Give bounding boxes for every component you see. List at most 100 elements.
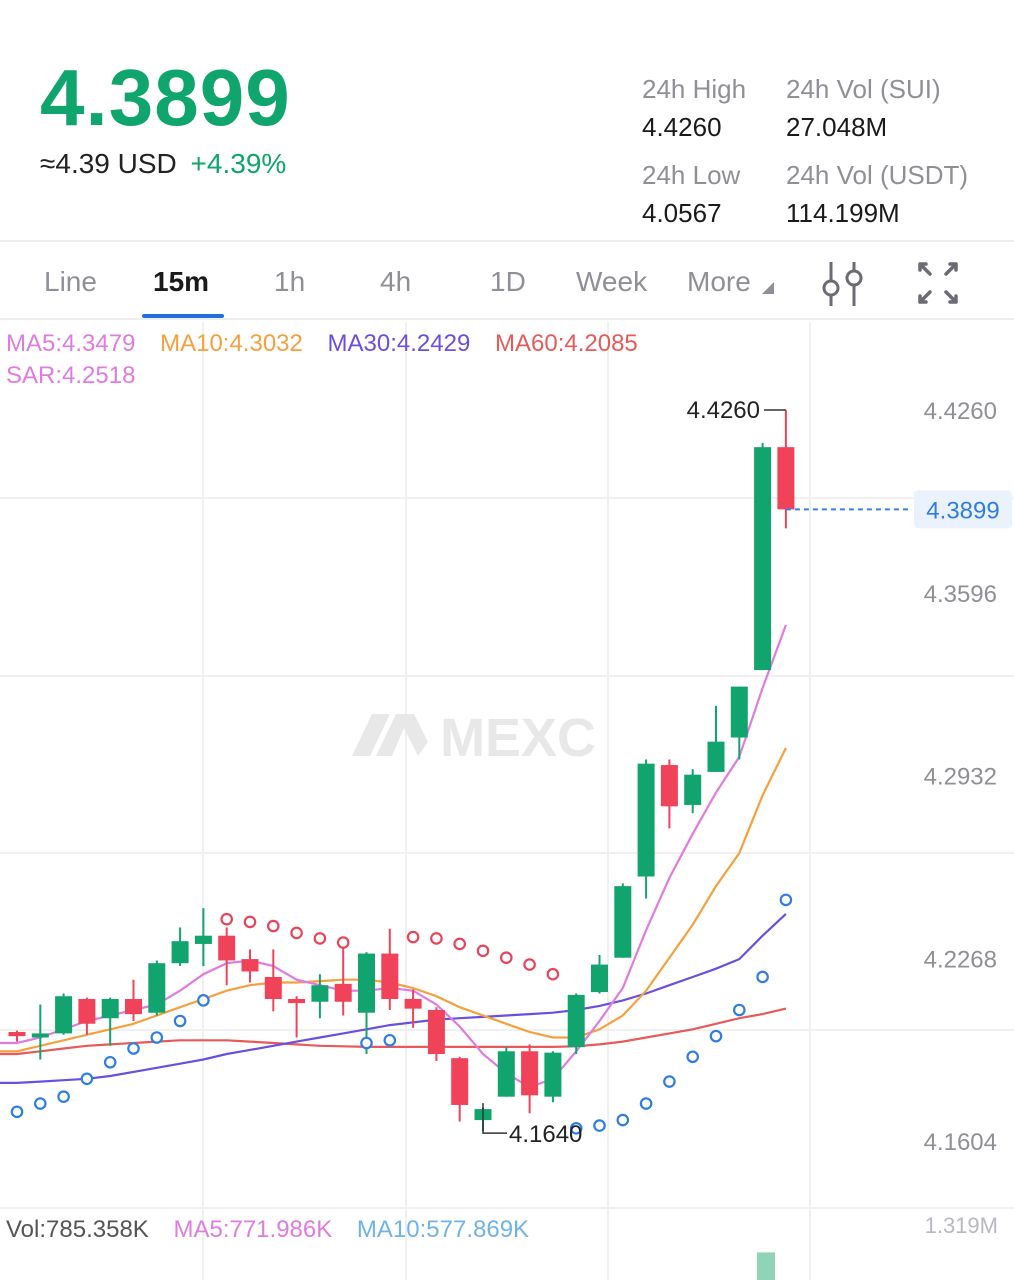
- candle-body: [451, 1058, 469, 1105]
- candle-body: [730, 686, 748, 738]
- candle-body: [427, 1009, 445, 1055]
- candle-body: [218, 935, 236, 961]
- sar-dot: [336, 936, 350, 949]
- candle-up: [754, 443, 772, 671]
- candle-down: [8, 1030, 26, 1042]
- candle-body: [637, 763, 655, 877]
- sar-dot: [197, 994, 210, 1007]
- current-price-label: 4.3899: [926, 497, 999, 524]
- sar-dot: [313, 932, 327, 945]
- ma30-line: [0, 913, 787, 1085]
- candle-down: [288, 996, 306, 1038]
- tab-line[interactable]: Line: [44, 266, 97, 297]
- candle-body: [78, 998, 96, 1024]
- tab-more[interactable]: More: [687, 266, 775, 298]
- candle-body: [194, 935, 212, 944]
- volume-ma5-label: MA5:771.986K: [173, 1216, 333, 1243]
- sar-dot: [57, 1090, 70, 1103]
- sar-dot: [756, 970, 769, 984]
- low-marker-line: [482, 1103, 507, 1134]
- tab-1h[interactable]: 1h: [274, 266, 306, 297]
- tab-1d[interactable]: 1D: [490, 266, 526, 297]
- ma60-label: MA60:4.2085: [495, 330, 638, 357]
- candle-body: [241, 959, 259, 972]
- candle-body: [404, 998, 422, 1009]
- candle-body: [777, 447, 795, 510]
- tabs-divider: [0, 318, 1014, 320]
- candle-up: [171, 927, 189, 966]
- candle-down: [125, 979, 142, 1022]
- last-price: 4.3899: [40, 53, 291, 142]
- candle-body: [171, 941, 189, 964]
- sar-dot: [127, 1042, 140, 1055]
- candle-up: [707, 705, 725, 772]
- sar-dot: [103, 1055, 117, 1069]
- candle-up: [497, 1047, 515, 1097]
- sar-dot: [663, 1075, 676, 1088]
- high-24h-value: 4.4260: [642, 112, 722, 142]
- low-24h-value: 4.0567: [642, 198, 722, 228]
- candle-down: [264, 949, 282, 1012]
- ma60-line: [0, 1007, 787, 1056]
- sar-label: SAR:4.2518: [6, 362, 136, 389]
- volume-label: Vol:785.358K: [6, 1216, 149, 1243]
- change-percent: +4.39%: [190, 148, 287, 179]
- tab-week[interactable]: Week: [576, 266, 648, 297]
- price-usd-line: ≈4.39 USD +4.39%: [40, 148, 286, 180]
- sar-dot: [150, 1031, 164, 1044]
- high-24h-label: 24h High: [642, 74, 747, 104]
- candle-up: [148, 960, 166, 1016]
- candle-up: [591, 954, 608, 994]
- tab-4h[interactable]: 4h: [380, 266, 412, 297]
- sar-dot: [243, 915, 257, 929]
- vol-usdt-value: 114.199M: [786, 198, 900, 228]
- candle-body: [497, 1051, 515, 1097]
- sar-dot: [523, 958, 536, 971]
- candle-body: [264, 976, 282, 999]
- candle-down: [521, 1044, 539, 1114]
- sar-dot: [499, 951, 513, 964]
- y-tick-label: 4.1604: [924, 1129, 997, 1156]
- y-tick-label: 4.2268: [924, 946, 997, 973]
- candle-body: [358, 953, 375, 1013]
- candle-down: [381, 928, 399, 1010]
- fullscreen-icon[interactable]: [916, 262, 960, 304]
- candle-up: [101, 997, 119, 1046]
- sar-dot: [173, 1014, 187, 1028]
- timeframe-tabs: Line 15m 1h 4h 1D Week More: [0, 250, 1014, 318]
- sar-dot: [383, 1033, 397, 1047]
- sar-dot: [80, 1072, 94, 1086]
- ma-legend: MA5:4.3479 MA10:4.3032 MA30:4.2429 MA60:…: [6, 330, 656, 358]
- volume-ma10-label: MA10:577.869K: [356, 1216, 530, 1243]
- candle-down: [334, 941, 352, 1016]
- tab-15m[interactable]: 15m: [153, 266, 210, 297]
- volume-legend: Vol:785.358K MA5:771.986K MA10:577.869K: [6, 1216, 547, 1244]
- indicator-settings-icon[interactable]: [818, 260, 870, 308]
- sar-dot: [430, 932, 443, 945]
- sar-dot: [266, 919, 280, 933]
- candle-down: [404, 989, 422, 1028]
- candle-body: [614, 886, 632, 958]
- caret-down-icon: [761, 282, 774, 294]
- sar-dot: [476, 944, 490, 958]
- y-tick-label: 4.3596: [924, 581, 997, 608]
- vol-sui-label: 24h Vol (SUI): [786, 74, 941, 104]
- ma30-label: MA30:4.2429: [327, 330, 471, 357]
- candle-body: [381, 953, 399, 999]
- active-tab-indicator: [142, 314, 224, 318]
- sar-dot: [33, 1097, 47, 1110]
- sar-dot: [732, 1003, 746, 1017]
- candle-body: [125, 998, 142, 1015]
- sar-dot: [686, 1050, 699, 1064]
- volume-bar: [757, 1252, 775, 1280]
- candle-up: [637, 759, 655, 899]
- candle-body: [311, 985, 329, 1002]
- y-tick-label: 4.2932: [924, 764, 997, 791]
- candle-body: [521, 1051, 539, 1096]
- high-marker-label: 4.4260: [687, 397, 760, 424]
- tab-more-label: More: [687, 266, 751, 297]
- low-marker-label: 4.1640: [509, 1121, 582, 1148]
- ma10-label: MA10:4.3032: [160, 330, 303, 357]
- candle-body: [334, 983, 352, 1002]
